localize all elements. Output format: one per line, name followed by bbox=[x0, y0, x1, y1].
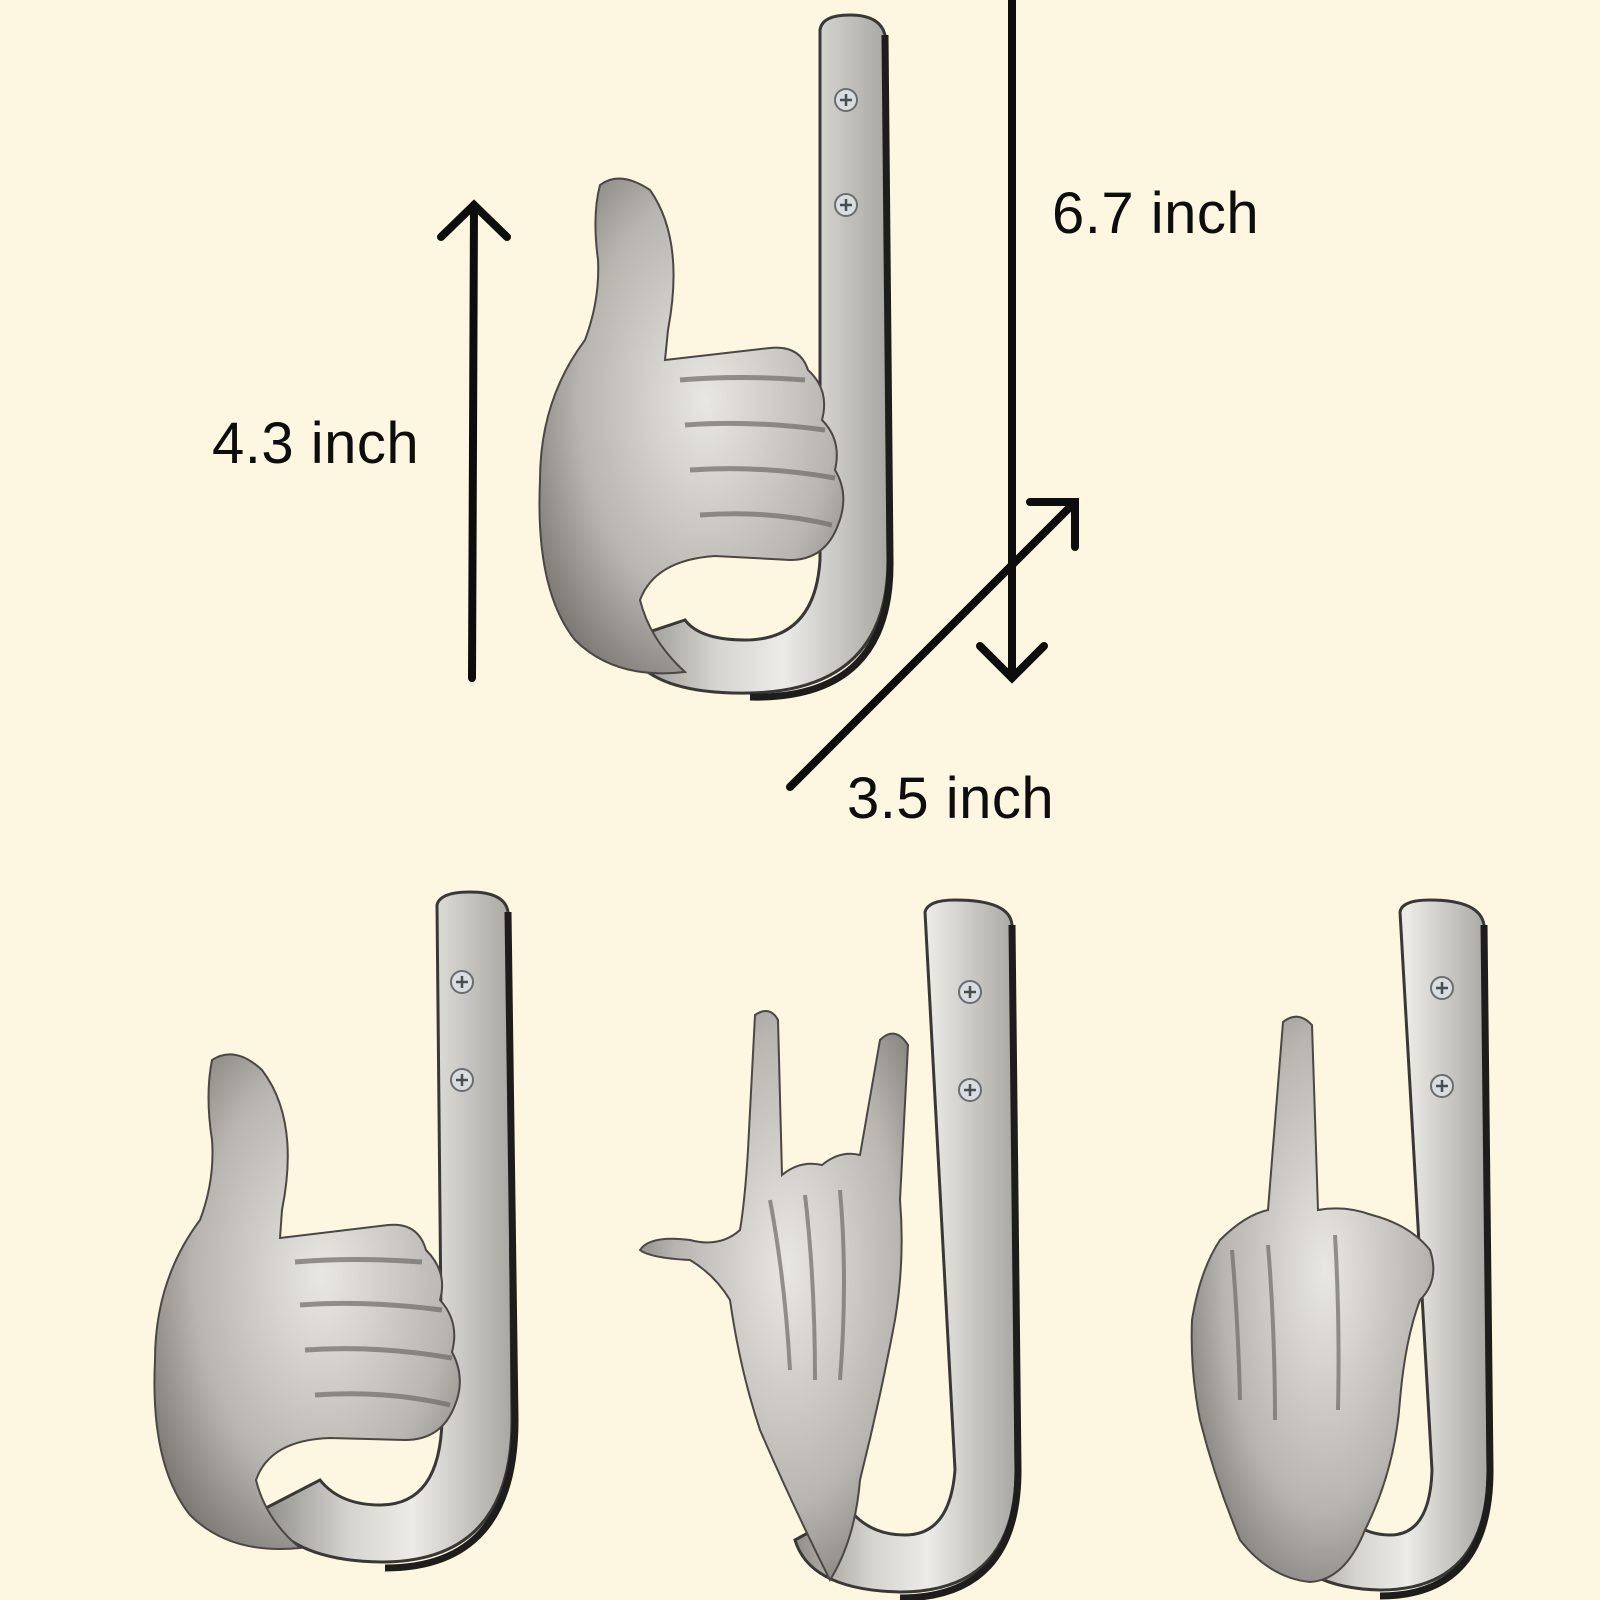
screw-icon bbox=[450, 1068, 474, 1092]
screw-icon bbox=[958, 980, 982, 1004]
height-arrow-line bbox=[468, 201, 478, 682]
height-arrowhead bbox=[437, 199, 511, 241]
middle-finger-hand bbox=[1190, 1015, 1435, 1584]
screw-icon bbox=[1430, 976, 1454, 1000]
hook-thumbs-up-main bbox=[538, 13, 894, 701]
hook-rock-on bbox=[638, 898, 1022, 1600]
height-label: 4.3 inch bbox=[212, 411, 420, 476]
total-height-label: 6.7 inch bbox=[1052, 181, 1260, 246]
rock-on-hand bbox=[638, 1010, 910, 1583]
screw-icon bbox=[958, 1078, 982, 1102]
hook-thumbs-up-small bbox=[153, 890, 519, 1572]
depth-label: 3.5 inch bbox=[847, 766, 1055, 831]
dimension-lines bbox=[437, 0, 1079, 791]
depth-arrowhead bbox=[1026, 498, 1079, 551]
screw-icon bbox=[834, 88, 858, 112]
screw-icon bbox=[450, 970, 474, 994]
depth-arrow-line bbox=[786, 498, 1079, 791]
screw-icon bbox=[834, 193, 858, 217]
hook-middle-finger bbox=[1190, 898, 1494, 1600]
screw-icon bbox=[1430, 1074, 1454, 1098]
total-height-arrowhead bbox=[976, 642, 1048, 684]
thumbs-up-hand bbox=[153, 1053, 461, 1551]
